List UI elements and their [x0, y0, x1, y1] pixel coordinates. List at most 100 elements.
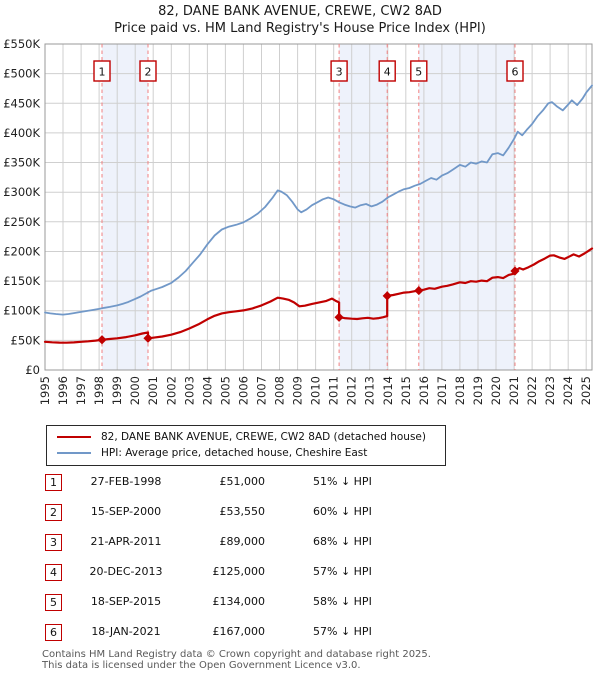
table-row: 1 27-FEB-1998 £51,000 51% ↓ HPI: [0, 474, 600, 503]
y-axis-tick-label: £450K: [3, 96, 40, 110]
x-axis-tick-label: 2012: [345, 376, 359, 405]
x-axis-tick-label: 1997: [74, 376, 88, 405]
table-row: 3 21-APR-2011 £89,000 68% ↓ HPI: [0, 534, 600, 563]
x-axis-tick-label: 2009: [291, 376, 305, 405]
sale-number-label: 5: [415, 66, 422, 79]
sale-point-marker: [97, 335, 107, 345]
table-row: 6 18-JAN-2021 £167,000 57% ↓ HPI: [0, 624, 600, 653]
y-axis-tick-label: £250K: [3, 215, 40, 229]
sale-price: £89,000: [219, 535, 266, 548]
sale-price: £53,550: [219, 505, 266, 518]
sale-number-badge: 6: [45, 624, 62, 641]
price-history-chart: 1 2 3 4 5 6 £0 £50K £100K £150K £200K £250K £300K £35…: [3, 37, 593, 405]
x-axis-tick-label: 2023: [543, 376, 557, 405]
sale-number-label: 2: [145, 66, 152, 79]
y-axis-tick-label: £150K: [3, 274, 40, 288]
y-axis-tick-label: £100K: [3, 304, 40, 318]
x-axis-tick-label: 2015: [399, 376, 413, 405]
sale-price: £167,000: [212, 625, 266, 638]
footer-copyright: Contains HM Land Registry data © Crown c…: [42, 649, 598, 671]
sale-point-marker: [414, 285, 424, 296]
ownership-band: [339, 44, 388, 370]
legend-line-swatch: [57, 436, 91, 438]
chart-subtitle: Price paid vs. HM Land Registry's House …: [114, 21, 486, 36]
table-row: 4 20-DEC-2013 £125,000 57% ↓ HPI: [0, 564, 600, 593]
sale-hpi-diff: 60% ↓ HPI: [313, 505, 372, 518]
x-axis-tick-label: 2013: [363, 376, 377, 405]
sale-number-box: [506, 60, 524, 82]
sale-point-marker: [510, 266, 520, 276]
x-axis-tick-label: 2017: [435, 376, 449, 405]
chart-legend: 82, DANE BANK AVENUE, CREWE, CW2 8AD (de…: [46, 425, 446, 466]
x-axis-tick-label: 2001: [146, 376, 160, 405]
legend-label: HPI: Average price, detached house, Ches…: [101, 447, 368, 459]
plot-border: [44, 43, 593, 371]
chart-title: 82, DANE BANK AVENUE, CREWE, CW2 8AD: [158, 4, 442, 19]
x-axis-tick-label: 2000: [128, 376, 142, 405]
footer-line-1: Contains HM Land Registry data © Crown c…: [42, 649, 431, 660]
sale-date: 15-SEP-2000: [90, 505, 162, 518]
sale-hpi-diff: 57% ↓ HPI: [313, 625, 372, 638]
sale-number-badge: 5: [45, 594, 62, 611]
x-axis-tick-label: 2018: [453, 376, 467, 405]
legend-label: 82, DANE BANK AVENUE, CREWE, CW2 8AD (de…: [101, 431, 426, 443]
x-axis-tick-label: 2011: [327, 376, 341, 405]
sale-number-label: 3: [336, 66, 343, 79]
sale-point-marker: [382, 291, 392, 301]
sale-number-label: 1: [99, 66, 106, 79]
x-axis-tick-label: 2014: [381, 376, 395, 405]
x-axis-tick-label: 2007: [255, 376, 269, 405]
y-axis-tick-label: £350K: [3, 156, 40, 170]
sale-hpi-diff: 58% ↓ HPI: [313, 595, 372, 608]
table-row: 5 18-SEP-2015 £134,000 58% ↓ HPI: [0, 594, 600, 623]
x-axis-tick-label: 2016: [417, 376, 431, 405]
y-axis-tick-label: £50K: [11, 333, 41, 347]
sale-number-label: 6: [512, 66, 519, 79]
x-axis-tick-label: 2025: [579, 376, 593, 405]
sale-price: £125,000: [212, 565, 266, 578]
hpi-line: [44, 84, 593, 316]
ownership-band: [418, 44, 515, 370]
sale-number-box: [330, 60, 348, 82]
x-axis-tick-label: 2020: [489, 376, 503, 405]
sale-date: 18-JAN-2021: [91, 625, 161, 638]
sale-number-box: [93, 60, 111, 82]
sale-number-box: [378, 60, 396, 82]
x-axis-tick-label: 1996: [56, 376, 70, 405]
x-axis-tick-label: 1999: [110, 376, 124, 405]
sale-point-marker: [334, 312, 344, 322]
x-axis-tick-label: 1998: [92, 376, 106, 405]
x-axis-tick-label: 2024: [561, 376, 575, 405]
sale-date: 18-SEP-2015: [90, 595, 162, 608]
x-axis-tick-label: 2008: [273, 376, 287, 405]
sale-hpi-diff: 68% ↓ HPI: [313, 535, 372, 548]
x-axis-tick-label: 2004: [200, 376, 214, 405]
y-axis-tick-label: £0: [25, 363, 40, 377]
x-axis-tick-label: 2006: [236, 376, 250, 405]
x-axis-tick-label: 2002: [164, 376, 178, 405]
legend-item-hpi: HPI: Average price, detached house, Ches…: [53, 445, 439, 461]
y-axis-tick-label: £400K: [3, 126, 40, 140]
sale-date: 27-FEB-1998: [90, 475, 162, 488]
x-axis-tick-label: 2010: [309, 376, 323, 405]
sale-number-box: [410, 60, 428, 82]
sale-number-box: [139, 60, 157, 82]
x-axis-tick-label: 2019: [471, 376, 485, 405]
legend-line-swatch: [57, 452, 91, 454]
sale-price: £134,000: [212, 595, 266, 608]
x-axis-tick-label: 2005: [218, 376, 232, 405]
y-axis-tick-label: £550K: [3, 37, 40, 51]
sale-number-label: 4: [384, 66, 391, 79]
x-axis-tick-label: 2021: [507, 376, 521, 405]
y-axis-tick-label: £300K: [3, 185, 40, 199]
sale-hpi-diff: 57% ↓ HPI: [313, 565, 372, 578]
sale-date: 20-DEC-2013: [89, 565, 163, 578]
sale-date: 21-APR-2011: [90, 535, 162, 548]
sale-price: £51,000: [219, 475, 266, 488]
table-row: 2 15-SEP-2000 £53,550 60% ↓ HPI: [0, 504, 600, 533]
x-axis-tick-label: 2022: [525, 376, 539, 405]
x-axis-tick-label: 2003: [182, 376, 196, 405]
sale-number-badge: 1: [45, 474, 62, 491]
x-axis-tick-label: 1995: [38, 376, 52, 405]
